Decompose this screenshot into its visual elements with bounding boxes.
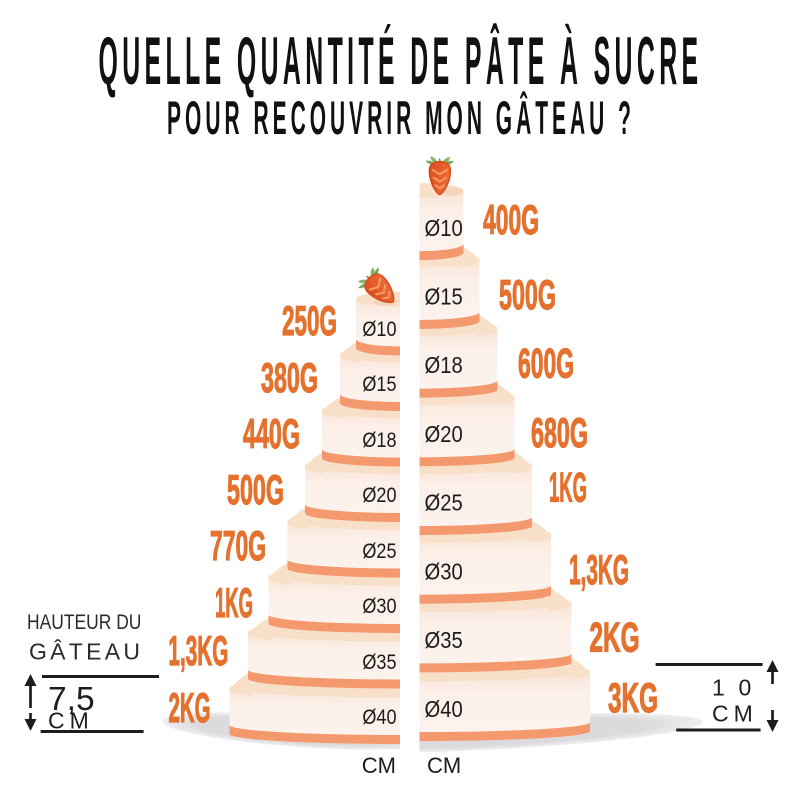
svg-text:CM: CM: [362, 753, 396, 778]
svg-text:CM: CM: [712, 701, 758, 727]
svg-text:QUELLE QUANTITÉ DE PÂTE À SUCR: QUELLE QUANTITÉ DE PÂTE À SUCRE: [98, 22, 702, 99]
svg-text:440G: 440G: [243, 410, 300, 457]
svg-text:500G: 500G: [227, 466, 284, 513]
svg-text:Ø15: Ø15: [362, 373, 396, 397]
svg-text:400G: 400G: [483, 196, 539, 243]
svg-text:POUR RECOUVRIR MON GÂTEAU ?: POUR RECOUVRIR MON GÂTEAU ?: [167, 90, 635, 144]
svg-text:Ø40: Ø40: [425, 695, 463, 722]
svg-text:HAUTEUR DU: HAUTEUR DU: [27, 612, 141, 635]
svg-text:1KG: 1KG: [215, 579, 253, 626]
svg-text:Ø10: Ø10: [362, 317, 396, 341]
svg-text:CM: CM: [427, 753, 461, 778]
svg-text:Ø25: Ø25: [425, 489, 463, 516]
svg-text:Ø18: Ø18: [425, 352, 463, 379]
svg-text:1,3KG: 1,3KG: [569, 546, 629, 593]
svg-text:Ø30: Ø30: [362, 595, 396, 619]
svg-text:Ø20: Ø20: [425, 421, 463, 448]
svg-text:Ø15: Ø15: [425, 283, 463, 310]
svg-text:500G: 500G: [499, 271, 556, 318]
svg-text:1,3KG: 1,3KG: [168, 627, 228, 674]
svg-text:7,5: 7,5: [48, 681, 95, 718]
svg-text:770G: 770G: [210, 522, 266, 569]
svg-text:Ø18: Ø18: [362, 428, 396, 452]
svg-text:Ø35: Ø35: [362, 650, 396, 674]
svg-text:2KG: 2KG: [169, 684, 211, 731]
svg-text:Ø35: Ø35: [425, 627, 463, 654]
svg-text:380G: 380G: [261, 354, 318, 401]
svg-text:Ø40: Ø40: [362, 706, 396, 730]
svg-text:Ø25: Ø25: [362, 539, 396, 563]
svg-text:2KG: 2KG: [590, 614, 640, 661]
svg-text:680G: 680G: [531, 409, 588, 456]
svg-text:600G: 600G: [518, 340, 574, 387]
svg-text:1 0: 1 0: [712, 675, 751, 701]
svg-text:250G: 250G: [282, 297, 337, 344]
svg-text:3KG: 3KG: [608, 674, 658, 721]
svg-text:Ø20: Ø20: [362, 484, 396, 508]
svg-text:1KG: 1KG: [549, 464, 587, 511]
svg-text:CM: CM: [48, 708, 94, 734]
svg-text:Ø30: Ø30: [425, 558, 463, 585]
svg-text:Ø10: Ø10: [425, 214, 463, 241]
